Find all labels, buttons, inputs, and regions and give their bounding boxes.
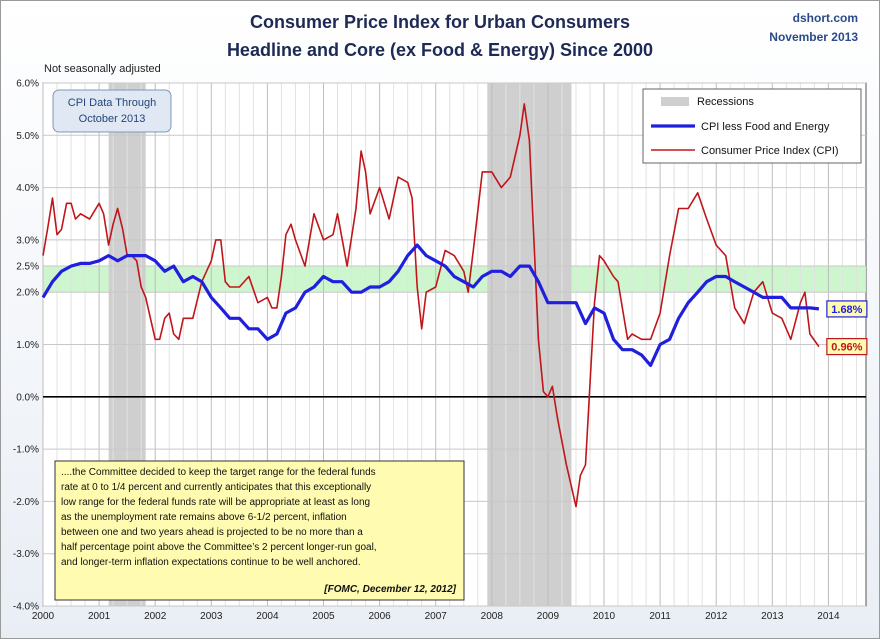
x-tick-label: 2014 xyxy=(817,611,840,622)
fomc-quote-line: rate at 0 to 1/4 percent and currently a… xyxy=(61,482,371,493)
x-tick-label: 2007 xyxy=(425,611,448,622)
cpi-series-line xyxy=(42,103,820,508)
chart-title-line1: Consumer Price Index for Urban Consumers xyxy=(249,12,631,32)
y-tick-label: 6.0% xyxy=(16,79,39,90)
y-tick-label: 2.5% xyxy=(16,262,39,273)
y-tick-label: -4.0% xyxy=(13,602,39,613)
x-tick-label: 2009 xyxy=(537,611,560,622)
fomc-quote-box xyxy=(54,460,465,601)
y-tick-label: -2.0% xyxy=(13,497,39,508)
core-end-label: 1.68% xyxy=(831,304,862,316)
x-tick-label: 2003 xyxy=(200,611,223,622)
y-tick-label: -3.0% xyxy=(13,549,39,560)
x-tick-label: 2008 xyxy=(481,611,504,622)
chart-title-line2: Headline and Core (ex Food & Energy) Sin… xyxy=(226,40,654,60)
y-tick-label: 4.0% xyxy=(16,183,39,194)
data-through-line1: CPI Data Through xyxy=(68,97,156,109)
legend-label-core: CPI less Food and Energy xyxy=(701,121,830,133)
x-tick-label: 2000 xyxy=(32,611,55,622)
fomc-quote-source: [FOMC, December 12, 2012] xyxy=(323,584,456,595)
fomc-quote-line: and longer-term inflation expectations c… xyxy=(61,557,361,568)
legend-label-cpi: Consumer Price Index (CPI) xyxy=(701,145,839,157)
cpi-end-label-box xyxy=(826,337,868,356)
adjustment-note: Not seasonally adjusted xyxy=(44,63,161,75)
x-tick-label: 2011 xyxy=(649,611,671,622)
date-label: November 2013 xyxy=(769,30,858,44)
y-tick-label: 5.0% xyxy=(16,131,39,142)
data-through-box xyxy=(52,89,172,133)
y-tick-label: 2.0% xyxy=(16,288,39,299)
x-tick-label: 2013 xyxy=(761,611,784,622)
fomc-quote-line: half percentage point above the Committe… xyxy=(61,542,377,553)
x-tick-label: 2010 xyxy=(593,611,616,622)
fomc-quote-line: low range for the federal funds rate wil… xyxy=(61,497,370,508)
fomc-quote-line: ....the Committee decided to keep the ta… xyxy=(61,467,376,478)
core-end-label-box xyxy=(826,300,868,318)
fomc-quote-line: between one and two years ahead is proje… xyxy=(61,527,363,538)
x-tick-label: 2006 xyxy=(368,611,391,622)
y-tick-label: 1.0% xyxy=(16,340,39,351)
x-tick-label: 2012 xyxy=(705,611,728,622)
x-tick-label: 2001 xyxy=(88,611,111,622)
x-tick-label: 2002 xyxy=(144,611,167,622)
core-cpi-series-line xyxy=(41,243,820,367)
y-tick-label: -1.0% xyxy=(13,445,39,456)
legend-label-recessions: Recessions xyxy=(697,96,754,108)
fomc-quote-line: as the unemployment rate remains above 6… xyxy=(61,512,347,523)
x-tick-label: 2005 xyxy=(312,611,335,622)
cpi-end-label: 0.96% xyxy=(831,342,862,354)
y-tick-label: 0.0% xyxy=(16,392,39,403)
x-tick-label: 2004 xyxy=(256,611,279,622)
legend-swatch-recession xyxy=(661,97,689,106)
data-through-line2: October 2013 xyxy=(79,113,146,125)
y-tick-label: 3.0% xyxy=(16,235,39,246)
source-label: dshort.com xyxy=(792,11,858,25)
